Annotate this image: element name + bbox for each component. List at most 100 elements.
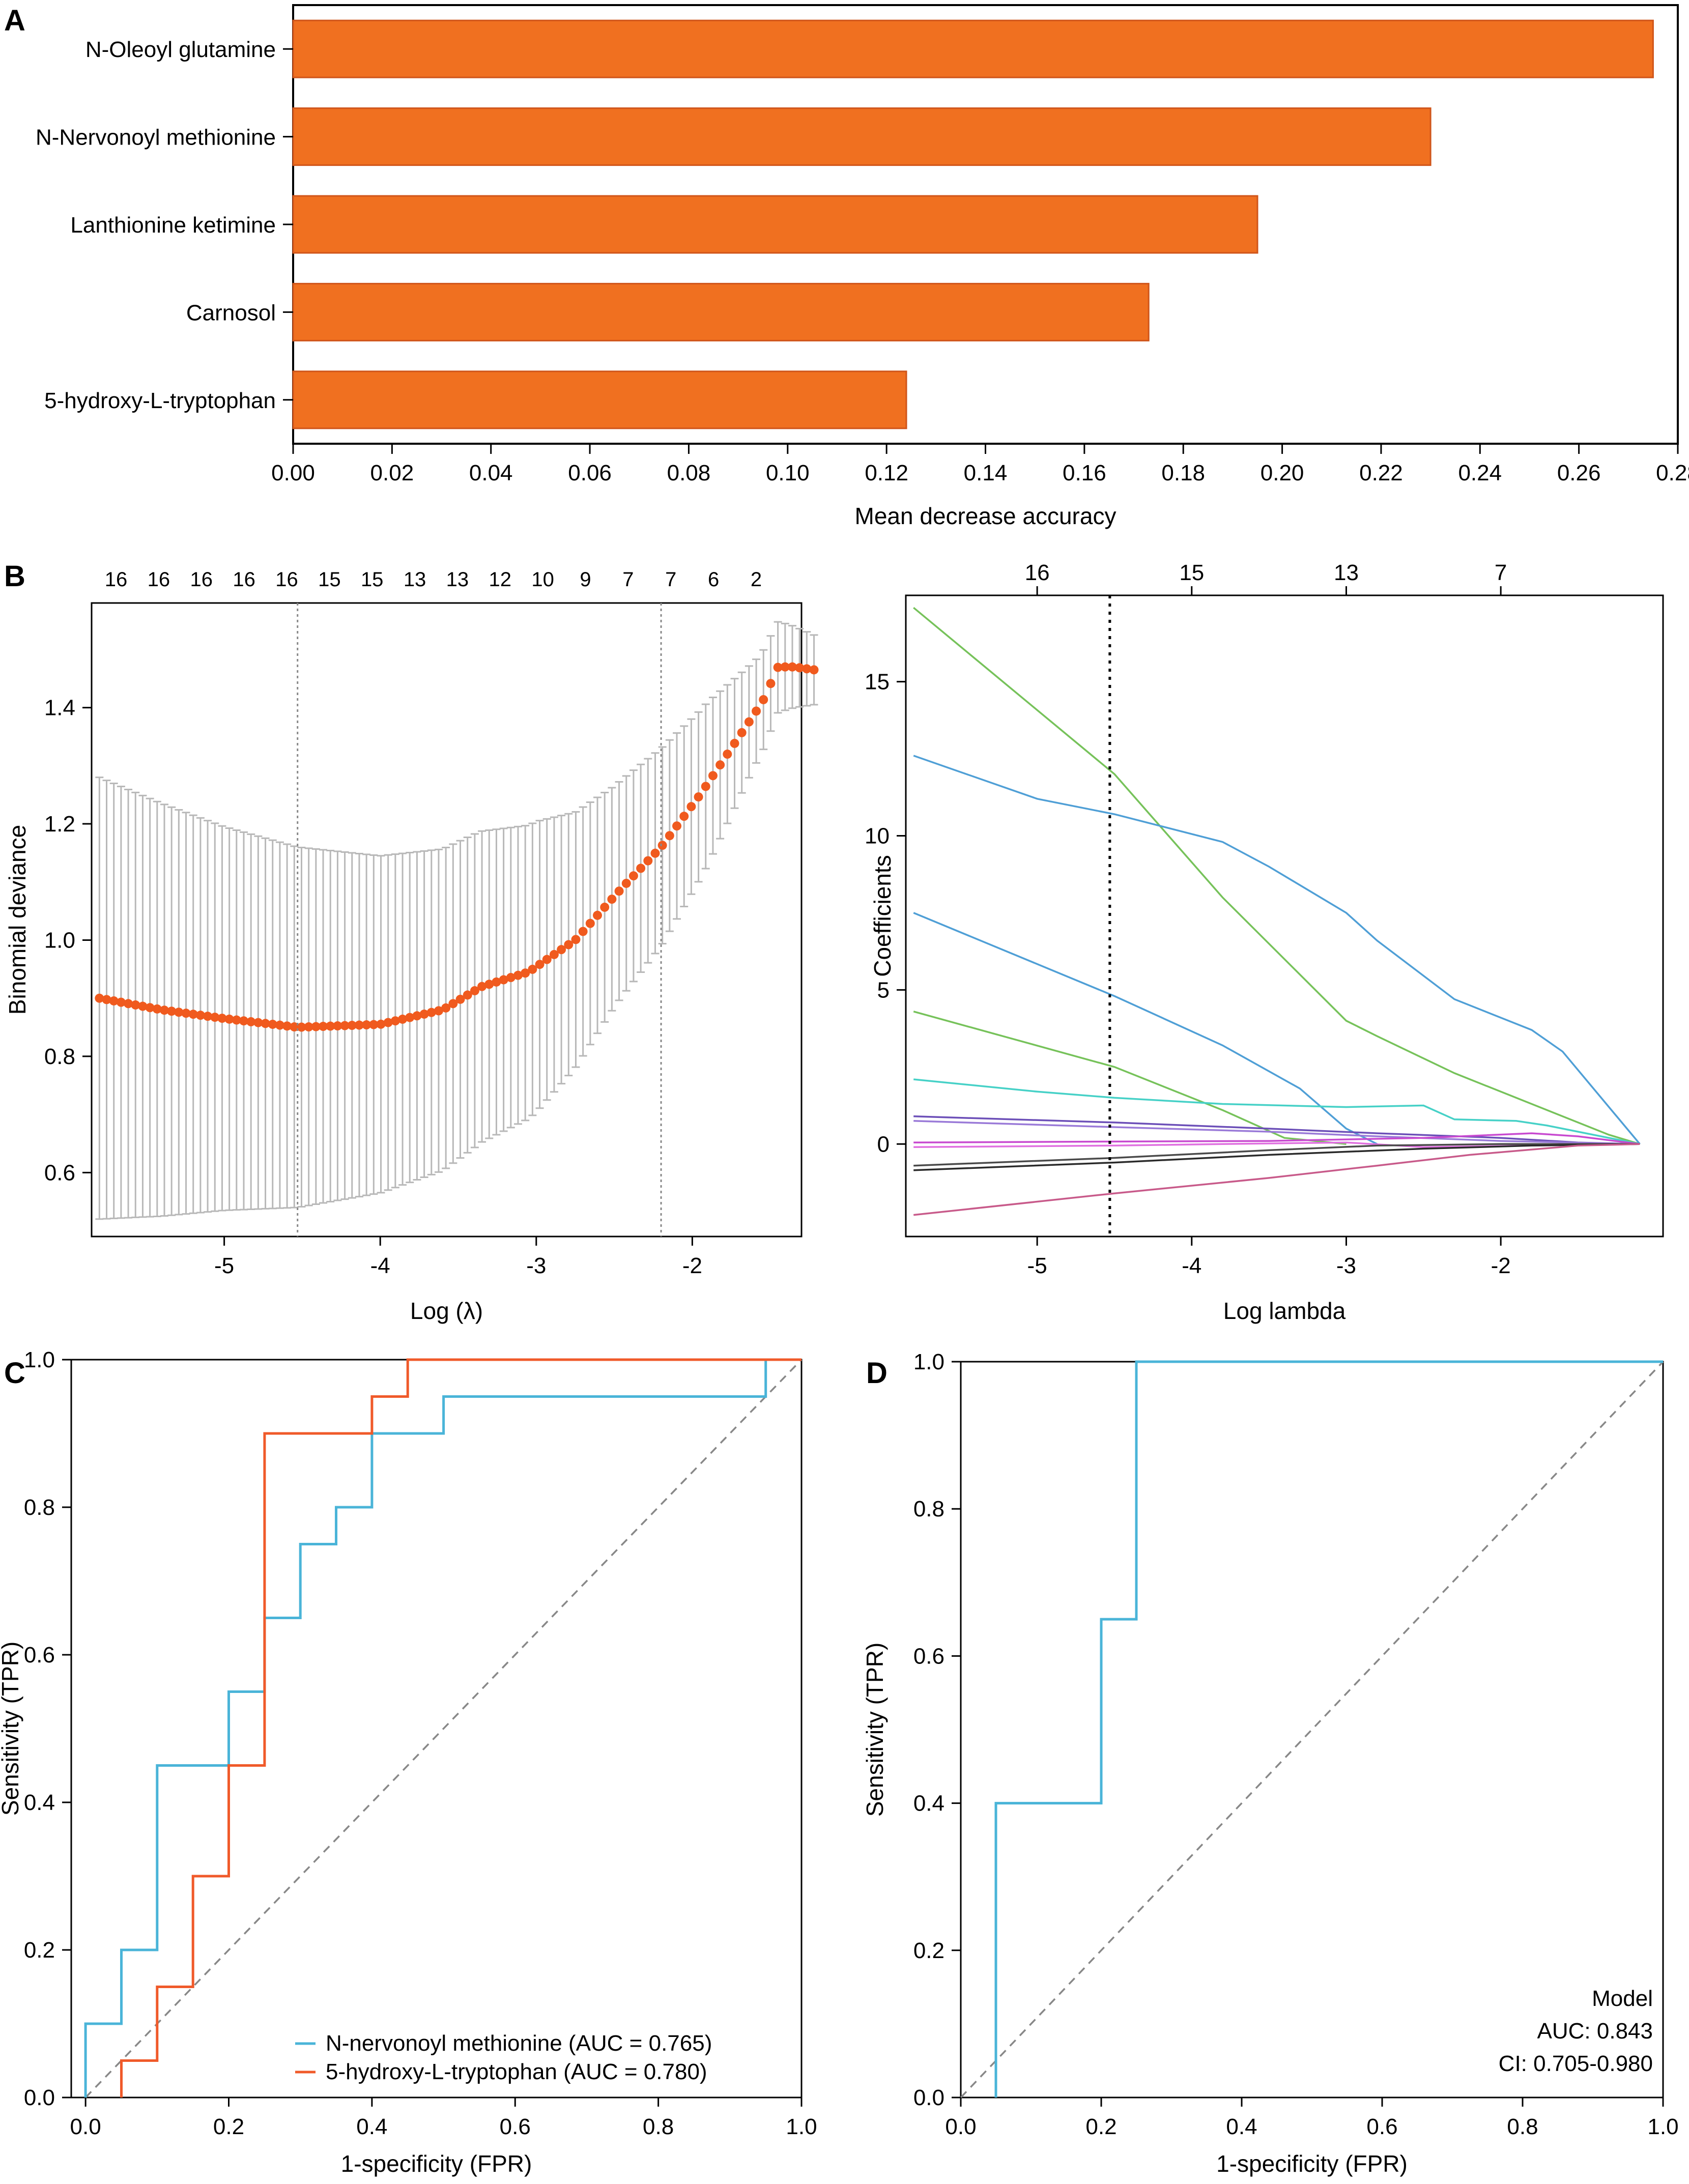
cv-point <box>282 1021 292 1031</box>
x-tick-label: 0.8 <box>1507 2114 1538 2139</box>
cv-point <box>167 1007 177 1016</box>
cv-point <box>131 1000 140 1010</box>
cv-point <box>419 1009 429 1019</box>
cv-point <box>246 1017 256 1026</box>
x-tick-label: -2 <box>1491 1253 1511 1278</box>
cv-point <box>766 679 776 688</box>
plot-frame <box>905 594 1664 1238</box>
category-label: Carnosol <box>186 300 276 325</box>
cv-point <box>607 895 617 904</box>
cv-point <box>232 1015 241 1025</box>
x-tick-label: 0.16 <box>1063 461 1106 485</box>
x-tick-label: 0.8 <box>643 2114 674 2139</box>
x-tick-label: 0.6 <box>500 2114 531 2139</box>
model-annotation: Model <box>1592 1986 1653 2011</box>
cv-point <box>448 999 458 1009</box>
x-tick-label: -5 <box>214 1253 234 1278</box>
y-tick-label: 0.6 <box>913 1644 944 1669</box>
cv-point <box>535 960 545 969</box>
top-count-label: 15 <box>361 568 384 591</box>
cv-point <box>181 1009 191 1018</box>
legend-label: N-nervonoyl methionine (AUC = 0.765) <box>326 2031 712 2056</box>
x-tick-label: -5 <box>1027 1253 1047 1278</box>
cv-point <box>528 964 537 974</box>
top-count-label: 16 <box>190 568 213 591</box>
cv-point <box>759 695 768 704</box>
cv-point <box>426 1008 436 1017</box>
cv-point <box>390 1016 400 1026</box>
y-axis-title: Sensitivity (TPR) <box>0 1642 23 1816</box>
cv-point <box>152 1004 162 1014</box>
x-tick-label: 0.08 <box>667 461 711 485</box>
bar <box>292 282 1150 341</box>
panel-label-c: C <box>4 1357 25 1390</box>
cv-point <box>657 841 667 850</box>
cv-point <box>643 856 653 866</box>
category-label: N-Oleoyl glutamine <box>85 37 276 62</box>
cv-point <box>521 968 530 978</box>
cv-point <box>398 1014 408 1024</box>
y-tick-label: 0.0 <box>913 2085 944 2110</box>
x-tick-label: 0.0 <box>70 2114 101 2139</box>
cv-point <box>109 996 119 1005</box>
cv-point <box>557 945 566 955</box>
cv-point <box>290 1022 299 1032</box>
cv-point <box>506 973 516 983</box>
roc-curve <box>84 1358 801 2097</box>
cv-point <box>723 750 732 759</box>
panel-label-a: A <box>4 4 25 37</box>
x-tick-label: 0.04 <box>469 461 513 485</box>
y-tick-label: 1.0 <box>44 928 75 953</box>
bar <box>292 195 1258 254</box>
category-label: Lanthionine ketimine <box>70 213 276 238</box>
y-tick-label: 10 <box>865 824 890 849</box>
cv-point <box>614 886 624 896</box>
cv-point <box>477 982 487 991</box>
x-tick-label: 0.06 <box>568 461 612 485</box>
x-tick-label: 0.02 <box>370 461 414 485</box>
panel-b-coefficient-path: -5 -4 -3 -2 0 5 10 15 16 15 13 7 Log lambda Coefficie… <box>865 560 1664 1324</box>
top-count-label: 13 <box>1334 560 1359 585</box>
x-tick-label: 0.4 <box>356 2114 387 2139</box>
category-label: 5-hydroxy-L-tryptophan <box>44 388 276 413</box>
y-tick-label: 1.0 <box>24 1347 55 1372</box>
cv-point <box>347 1021 357 1030</box>
bar <box>292 370 907 429</box>
coefficient-path <box>913 912 1378 1145</box>
x-axis-title: 1-specificity (FPR) <box>341 2150 532 2177</box>
top-count-label: 16 <box>1025 560 1050 585</box>
cv-point <box>174 1008 184 1017</box>
x-tick-label: 0.14 <box>964 461 1008 485</box>
cv-point <box>275 1020 284 1030</box>
cv-point <box>600 902 610 912</box>
cv-point <box>239 1016 249 1026</box>
y-tick-label: 0.4 <box>24 1790 55 1815</box>
cv-point <box>102 995 111 1004</box>
top-count-label: 7 <box>1495 560 1507 585</box>
cv-point <box>376 1019 386 1029</box>
cv-point <box>203 1012 213 1021</box>
cv-point <box>340 1021 350 1030</box>
panel-c-roc: 0.0 0.2 0.4 0.6 0.8 1.0 0.0 0.2 0.4 0.6 0.8 1.0 1-sp… <box>0 1347 817 2177</box>
x-tick-label: -3 <box>526 1253 546 1278</box>
cv-point <box>484 980 494 989</box>
legend-label: 5-hydroxy-L-tryptophan (AUC = 0.780) <box>326 2059 707 2084</box>
coefficient-path <box>913 1078 1640 1145</box>
cv-point <box>412 1011 422 1021</box>
cv-point <box>628 871 638 881</box>
cv-point <box>145 1003 155 1013</box>
y-tick-label: 0.2 <box>24 1938 55 1963</box>
y-tick-label: 0.6 <box>24 1643 55 1668</box>
x-tick-label: -3 <box>1336 1253 1356 1278</box>
cv-point <box>686 802 696 812</box>
cv-point <box>455 994 465 1004</box>
cv-point <box>737 728 747 737</box>
cv-point <box>708 771 718 781</box>
cv-point <box>217 1014 227 1023</box>
cv-point <box>405 1013 415 1022</box>
cv-point <box>578 927 588 936</box>
cv-point <box>441 1003 451 1013</box>
coefficient-path <box>913 1143 1640 1216</box>
cv-point <box>195 1011 205 1020</box>
